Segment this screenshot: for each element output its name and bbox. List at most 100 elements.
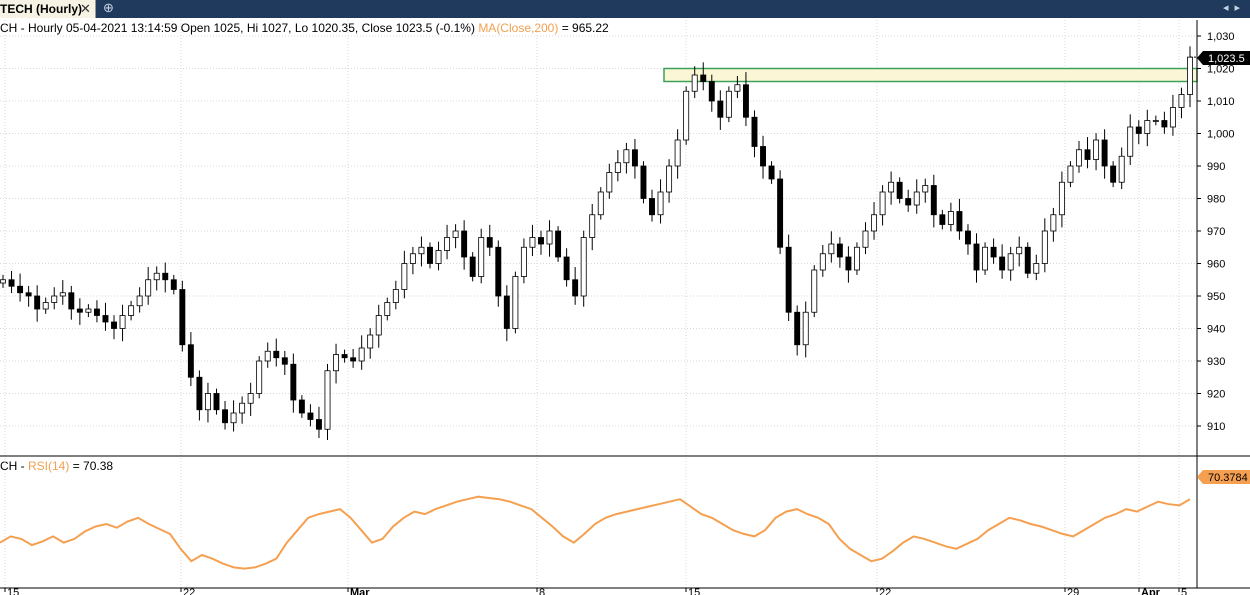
- candle-body: [930, 185, 937, 216]
- candle-body: [68, 292, 75, 310]
- x-tick-label: 22: [183, 587, 195, 595]
- candle-body: [956, 211, 963, 232]
- candle-body: [862, 230, 869, 248]
- candle-body: [623, 149, 630, 164]
- candle-body: [734, 84, 741, 92]
- candle-body: [708, 81, 715, 102]
- candle-body: [965, 230, 971, 245]
- candle-body: [947, 211, 954, 225]
- candle-body: [606, 172, 613, 193]
- candle-body: [1152, 120, 1159, 122]
- candles: [0, 46, 1197, 440]
- candle-body: [905, 198, 912, 206]
- candle-body: [0, 279, 6, 284]
- candle-body: [939, 214, 946, 225]
- candle-body: [853, 246, 860, 271]
- axes: 910 920 930 940 950 960 970 980 990 1,000 1,010 1,0…: [0, 20, 1250, 595]
- candle-body: [1007, 253, 1014, 271]
- x-tick-label: 29: [1067, 587, 1079, 595]
- candle-body: [973, 243, 980, 271]
- price-badge: 1,023.5: [1197, 51, 1250, 65]
- candle-body: [913, 191, 920, 206]
- candle-body: [298, 399, 305, 414]
- candle-body: [85, 308, 92, 313]
- candle-body: [657, 191, 664, 216]
- candle-body: [452, 230, 459, 238]
- candle-body: [392, 289, 399, 303]
- candle-body: [324, 370, 331, 430]
- candle-body: [529, 237, 536, 248]
- candle-body: [264, 350, 271, 362]
- candle-body: [367, 334, 374, 349]
- candle-body: [93, 308, 100, 316]
- y-tick-label: 930: [1207, 356, 1225, 368]
- close-icon[interactable]: ✕: [80, 1, 91, 16]
- candle-body: [845, 256, 852, 271]
- candle-body: [8, 279, 15, 287]
- candle-body: [700, 74, 707, 82]
- add-tab-icon[interactable]: ⊕: [103, 0, 114, 15]
- candle-body: [717, 100, 724, 118]
- candle-body: [836, 243, 843, 258]
- candle-body: [1076, 149, 1082, 167]
- candle-body: [922, 185, 929, 193]
- candle-body: [478, 237, 485, 277]
- candle-body: [281, 357, 288, 365]
- header-prefix: CH - Hourly 05-04-2021 13:14:59 Open 102…: [0, 21, 475, 35]
- tab-bar: TECH (Hourly) ✕ ⊕ ◂▸: [0, 0, 1250, 18]
- candle-body: [51, 295, 58, 303]
- x-tick-label: 5: [1181, 587, 1187, 595]
- candle-body: [1016, 246, 1023, 255]
- candle-body: [674, 139, 681, 167]
- x-tick-label: 8: [539, 587, 545, 595]
- candle-body: [640, 165, 647, 199]
- candle-body: [435, 250, 442, 264]
- candle-body: [444, 237, 451, 251]
- candle-body: [896, 181, 903, 199]
- rsi-badge-text: 70.3784: [1208, 472, 1248, 484]
- candle-body: [495, 246, 502, 297]
- candle-body: [1084, 149, 1091, 160]
- rsi-name: RSI(14): [28, 459, 70, 473]
- ma-label: MA(Close,200): [478, 21, 559, 35]
- candle-body: [290, 363, 297, 401]
- candle-body: [631, 149, 638, 167]
- candle-body: [486, 237, 493, 248]
- y-tick-label: 910: [1207, 421, 1225, 433]
- candle-body: [34, 295, 41, 310]
- candle-body: [1118, 155, 1125, 183]
- rsi-value: = 70.38: [72, 459, 114, 473]
- y-tick-label: 1,000: [1207, 129, 1235, 141]
- candle-body: [375, 315, 382, 336]
- zone-rectangle[interactable]: [663, 67, 1198, 83]
- rsi-line: [0, 495, 1191, 570]
- candle-body: [546, 230, 553, 245]
- candle-body: [427, 246, 433, 264]
- x-tick-label: Apr: [1141, 587, 1161, 595]
- candle-body: [1178, 94, 1185, 108]
- candle-body: [333, 354, 340, 372]
- candle-body: [170, 279, 177, 290]
- rsi-header: CH - RSI(14) = 70.38: [0, 459, 113, 473]
- rsi-badge: 70.3784: [1197, 470, 1250, 484]
- candle-body: [683, 90, 690, 141]
- candle-body: [1093, 139, 1100, 160]
- candle-body: [401, 263, 408, 290]
- candle-body: [256, 360, 263, 394]
- candle-body: [879, 191, 886, 216]
- rsi-panel: [0, 495, 1191, 570]
- candle-body: [350, 357, 357, 362]
- candle-body: [128, 305, 135, 316]
- tab-tech-hourly[interactable]: TECH (Hourly) ✕: [0, 0, 96, 18]
- resistance-zone: [663, 67, 1198, 83]
- scroll-tabs-icon[interactable]: ◂▸: [1222, 2, 1246, 14]
- candle-body: [1033, 263, 1040, 274]
- candle-body: [1187, 56, 1193, 95]
- x-tick-label: 15: [7, 587, 19, 595]
- y-tick-label: 990: [1207, 161, 1225, 173]
- candle-body: [1110, 165, 1117, 183]
- candle-body: [196, 376, 203, 411]
- candle-body: [503, 295, 510, 329]
- candle-body: [153, 272, 160, 281]
